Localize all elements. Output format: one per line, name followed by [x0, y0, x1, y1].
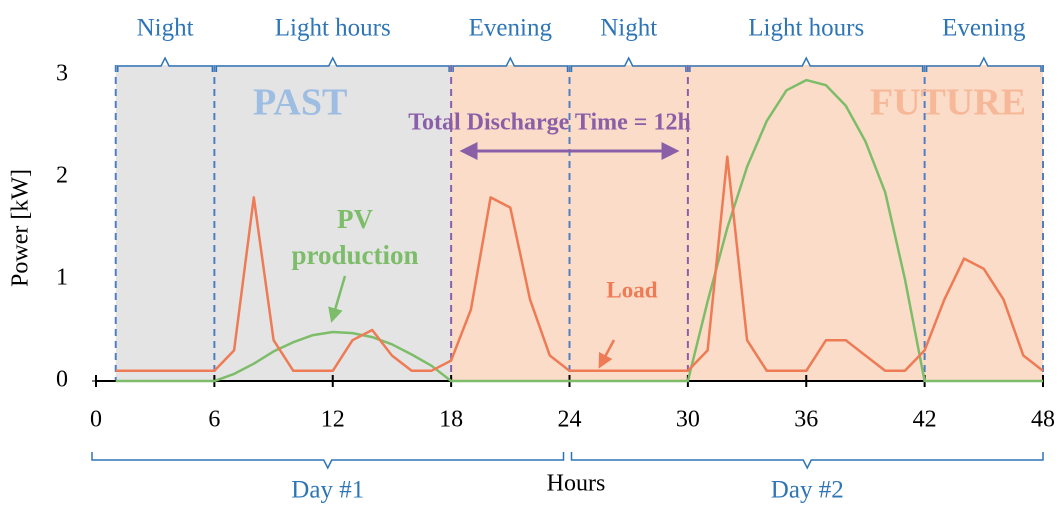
series-line [115, 155, 1044, 373]
period-label: Night [137, 15, 194, 42]
series-line [115, 78, 1043, 383]
x-tick-label: 12 [321, 407, 345, 433]
region [115, 65, 452, 381]
period-brace [925, 56, 1042, 72]
x-tick-label: 6 [208, 407, 220, 433]
period-brace [116, 56, 214, 72]
x-axis-label: Hours [547, 471, 606, 497]
period-label: Light hours [275, 15, 391, 42]
x-tick-label: 18 [439, 407, 463, 433]
day-brace [91, 452, 565, 470]
period-brace [215, 56, 450, 72]
load-label: Load [606, 277, 657, 302]
x-tick-label: 0 [90, 407, 102, 433]
day-label: Day #2 [771, 477, 844, 504]
period-label: Evening [942, 15, 1026, 42]
day-label: Day #1 [291, 477, 364, 504]
pv-arrow [328, 275, 347, 323]
x-tick-label: 24 [558, 407, 582, 433]
x-tick-label: 36 [794, 407, 818, 433]
period-brace [570, 56, 687, 72]
y-axis-label: Power [kW] [8, 169, 34, 287]
period-label: Evening [469, 15, 553, 42]
day-brace [570, 452, 1044, 470]
period-label: Light hours [748, 15, 864, 42]
period-label: Night [600, 15, 657, 42]
period-brace [452, 56, 569, 72]
discharge-label: Total Discharge Time = 12h [408, 110, 691, 136]
pv-label: PV production [291, 204, 418, 270]
x-tick-label: 42 [913, 407, 937, 433]
x-tick-label: 30 [676, 407, 700, 433]
x-tick-label: 48 [1031, 407, 1055, 433]
period-brace [689, 56, 924, 72]
y-tick-label: 1 [56, 265, 68, 291]
y-tick-label: 3 [56, 61, 68, 87]
region-label: PAST [253, 82, 347, 124]
load-arrow [598, 339, 616, 369]
y-tick-label: 2 [56, 163, 68, 189]
y-tick-label: 0 [56, 367, 68, 393]
region-label: FUTURE [870, 82, 1026, 124]
